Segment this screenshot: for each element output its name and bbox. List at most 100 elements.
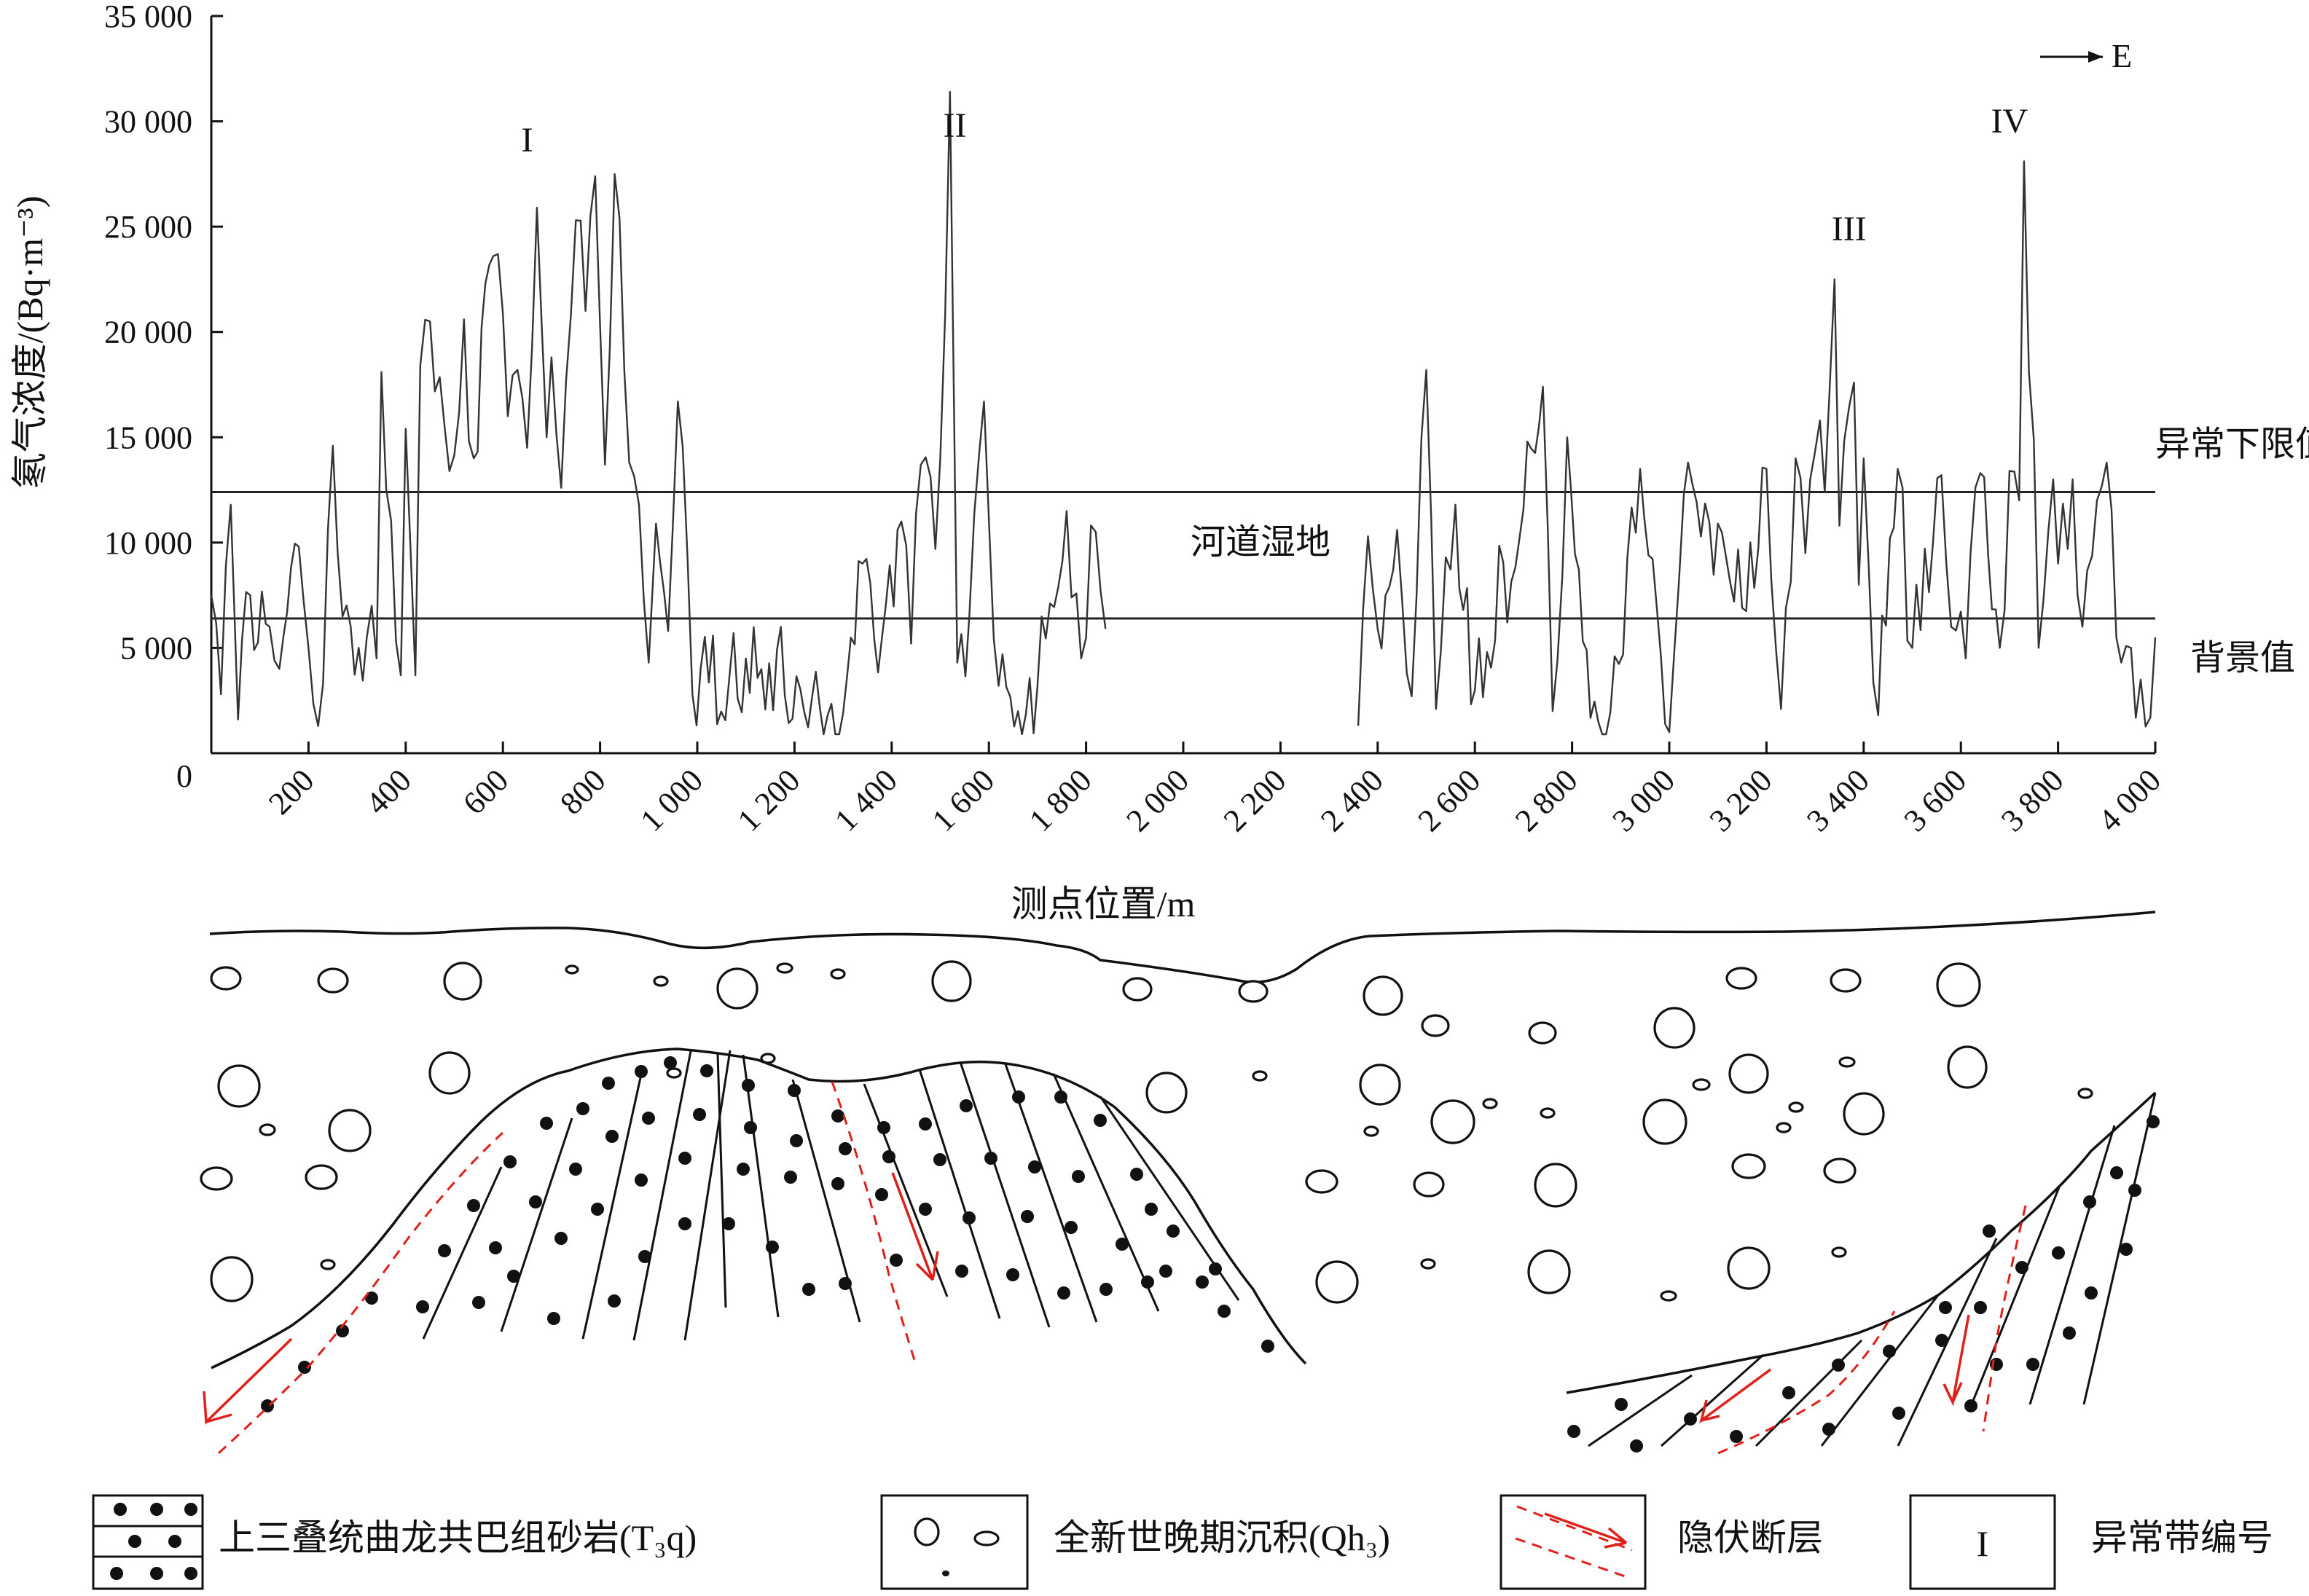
direction-indicator: E	[2040, 37, 2132, 74]
sand-grain	[2083, 1195, 2096, 1208]
sand-grain	[1730, 1430, 1743, 1443]
pebble	[1540, 1107, 1556, 1119]
sand-grain	[1196, 1275, 1209, 1289]
sandstone-bedding-left	[422, 1050, 1240, 1341]
sand-grain	[591, 1203, 604, 1216]
y-tick-label: 15 000	[104, 420, 192, 455]
direction-arrow-head	[2088, 51, 2103, 63]
legend-zone-symbol: I	[1977, 1523, 1989, 1564]
sand-grain	[1567, 1425, 1580, 1438]
sand-grain	[960, 1099, 973, 1112]
sand-grain	[547, 1312, 560, 1325]
sand-grain	[489, 1241, 502, 1254]
sand-grain	[737, 1163, 750, 1176]
sand-grain	[1964, 1399, 1977, 1412]
sand-grain	[569, 1163, 582, 1176]
pebble	[305, 1164, 338, 1190]
pebble	[716, 967, 758, 1010]
sand-grain	[1072, 1170, 1085, 1183]
legend-label-zone-id: 异常带编号	[2091, 1517, 2273, 1558]
pebble	[443, 962, 482, 1001]
sand-grain	[790, 1134, 803, 1147]
bedding-line	[500, 1117, 573, 1332]
chart-area: 0 5 000 10 000 15 000 20 000 25 000 30 000 35 0…	[9, 0, 2309, 924]
sand-grain	[1892, 1407, 1905, 1420]
legend-item-sandstone: 上三叠统曲龙共巴组砂岩(T₃q)	[92, 1494, 697, 1590]
reference-line-label: 背景值	[2190, 639, 2295, 677]
legend-grain	[128, 1535, 141, 1548]
x-tick-label: 1 600	[925, 762, 1002, 838]
radon-series-segment	[210, 90, 1107, 736]
x-tick-label: 1 200	[731, 762, 807, 838]
pebble	[1305, 1169, 1338, 1194]
x-tick-label: 600	[456, 762, 515, 821]
pebble	[653, 975, 669, 987]
series-group	[210, 90, 2157, 736]
sand-grain	[1021, 1210, 1034, 1223]
x-tick-label: 2 800	[1508, 762, 1585, 838]
pebble	[1788, 1101, 1804, 1113]
cross-section	[200, 911, 2160, 1455]
pebble	[1238, 980, 1269, 1003]
sand-grain	[1116, 1238, 1129, 1251]
pebble	[1413, 1171, 1445, 1198]
legend-fault-line	[1515, 1537, 1630, 1579]
pebble	[1363, 1125, 1379, 1137]
legend-swatch-holocene	[880, 1494, 1029, 1590]
sandstone-outcrop-right	[1566, 1091, 2157, 1394]
sand-grain	[2147, 1115, 2160, 1128]
pebble	[320, 1259, 336, 1270]
pebble	[1359, 1064, 1401, 1106]
legend-label-fault: 隐伏断层	[1677, 1517, 1823, 1558]
pebble	[1642, 1098, 1687, 1145]
pebble	[1692, 1078, 1711, 1091]
x-tick-label: 1 000	[633, 762, 710, 838]
sand-grain	[1159, 1265, 1172, 1278]
x-tick-label: 3 200	[1703, 762, 1779, 838]
pebble	[1727, 1246, 1771, 1290]
sand-grain	[788, 1084, 801, 1097]
bedding-line	[1004, 1064, 1098, 1323]
bedding-line	[1661, 1353, 1764, 1447]
sand-grain	[635, 1065, 648, 1078]
sand-grain	[890, 1254, 903, 1267]
sand-grain	[700, 1064, 713, 1077]
sandstone-outcrop-left	[211, 1047, 1307, 1369]
bedding-line	[2082, 1092, 2157, 1405]
legend-fault-line	[1516, 1505, 1633, 1552]
sand-grain	[642, 1112, 655, 1125]
bedding-line	[918, 1069, 1001, 1319]
legend-fault-arrow	[1544, 1512, 1628, 1549]
pebble	[2077, 1088, 2093, 1099]
sand-grain	[784, 1171, 797, 1184]
pebble	[1122, 977, 1153, 1002]
bedding-line	[683, 1050, 732, 1341]
y-axis-ticks: 0 5 000 10 000 15 000 20 000 25 000 30 000 35 0…	[104, 0, 223, 794]
sand-grain	[1684, 1412, 1697, 1426]
radon-series-segment	[1357, 160, 2157, 736]
pebble	[210, 1256, 254, 1302]
sand-grain	[1167, 1224, 1180, 1238]
sand-grain	[2015, 1261, 2028, 1274]
y-tick-label: 20 000	[104, 315, 192, 350]
buried-fault-4	[1982, 1205, 2027, 1432]
sand-grain	[1209, 1262, 1222, 1275]
sand-grain	[1832, 1359, 1845, 1372]
pebble	[1252, 1070, 1268, 1082]
sand-grain	[261, 1399, 274, 1412]
legend: 上三叠统曲龙共巴组砂岩(T₃q) 全新世晚期沉积(Qh₃) 隐伏断层 I 异常带…	[92, 1494, 2273, 1590]
sand-grain	[608, 1294, 621, 1308]
pebble	[1653, 1007, 1696, 1049]
y-tick-label: 25 000	[104, 209, 192, 245]
pebble	[830, 968, 846, 980]
pebble	[1830, 968, 1862, 993]
x-tick-label: 3 400	[1800, 762, 1876, 838]
pebble	[1430, 1099, 1475, 1144]
sand-grain	[540, 1117, 553, 1130]
sand-grain	[2052, 1246, 2065, 1259]
holocene-deposits	[200, 960, 2093, 1304]
pebble	[1838, 1056, 1856, 1068]
sand-grain	[1099, 1283, 1113, 1296]
sand-grain	[1935, 1334, 1948, 1347]
